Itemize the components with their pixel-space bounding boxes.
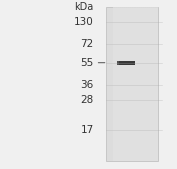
Text: kDa: kDa: [75, 2, 94, 13]
Text: 72: 72: [81, 39, 94, 49]
FancyBboxPatch shape: [113, 7, 158, 161]
FancyBboxPatch shape: [116, 61, 117, 65]
FancyBboxPatch shape: [138, 61, 139, 65]
FancyBboxPatch shape: [140, 61, 142, 65]
FancyBboxPatch shape: [117, 61, 119, 65]
FancyBboxPatch shape: [139, 61, 140, 65]
FancyBboxPatch shape: [113, 61, 115, 65]
FancyBboxPatch shape: [136, 61, 138, 65]
FancyBboxPatch shape: [112, 61, 113, 65]
FancyBboxPatch shape: [117, 61, 135, 65]
FancyBboxPatch shape: [115, 61, 116, 65]
Text: 17: 17: [81, 125, 94, 135]
FancyBboxPatch shape: [135, 61, 136, 65]
FancyBboxPatch shape: [106, 7, 158, 161]
Text: 28: 28: [81, 95, 94, 105]
Text: 55: 55: [81, 58, 94, 68]
Text: 130: 130: [74, 17, 94, 27]
Text: 36: 36: [81, 80, 94, 90]
